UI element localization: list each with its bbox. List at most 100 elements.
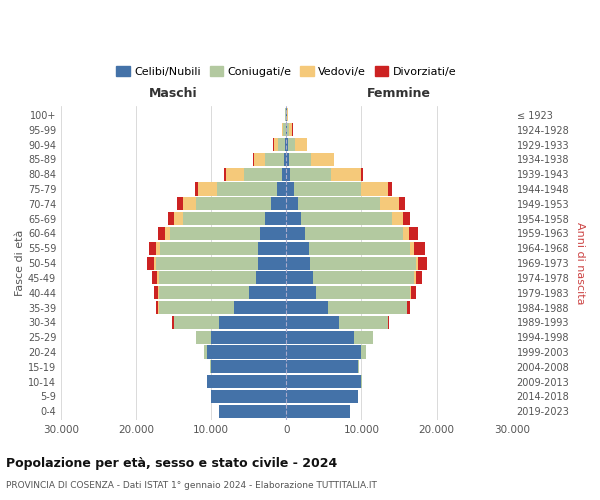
Bar <box>388 316 389 329</box>
Bar <box>286 330 354 344</box>
Bar <box>409 227 418 240</box>
Bar <box>219 316 286 329</box>
Text: PROVINCIA DI COSENZA - Dati ISTAT 1° gennaio 2024 - Elaborazione TUTTITALIA.IT: PROVINCIA DI COSENZA - Dati ISTAT 1° gen… <box>6 481 377 490</box>
Bar <box>311 153 334 166</box>
Bar <box>158 301 234 314</box>
Bar <box>204 346 208 358</box>
Bar <box>392 212 403 225</box>
Bar <box>289 123 292 136</box>
Bar <box>331 168 361 180</box>
Bar <box>265 212 286 225</box>
Text: Popolazione per età, sesso e stato civile - 2024: Popolazione per età, sesso e stato civil… <box>6 458 337 470</box>
Bar <box>234 301 286 314</box>
Bar <box>284 153 286 166</box>
Bar <box>285 108 286 122</box>
Bar <box>217 182 277 196</box>
Bar <box>158 272 256 284</box>
Bar <box>290 168 331 180</box>
Bar <box>199 182 217 196</box>
Bar <box>288 138 295 151</box>
Bar <box>244 168 282 180</box>
Y-axis label: Fasce di età: Fasce di età <box>15 230 25 296</box>
Bar <box>157 256 258 270</box>
Bar <box>256 272 286 284</box>
Bar <box>289 153 311 166</box>
Bar <box>301 212 392 225</box>
Bar <box>277 182 286 196</box>
Bar <box>287 108 288 122</box>
Legend: Celibi/Nubili, Coniugati/e, Vedovi/e, Divorziati/e: Celibi/Nubili, Coniugati/e, Vedovi/e, Di… <box>112 62 461 81</box>
Bar <box>286 212 301 225</box>
Bar <box>283 123 286 136</box>
Bar <box>157 242 160 255</box>
Bar <box>286 404 350 418</box>
Bar <box>249 286 286 299</box>
Bar <box>298 198 380 210</box>
Bar <box>154 286 158 299</box>
Bar <box>253 153 254 166</box>
Bar <box>410 242 414 255</box>
Bar <box>286 301 328 314</box>
Bar <box>164 227 170 240</box>
Bar <box>226 168 244 180</box>
Bar <box>416 256 418 270</box>
Bar <box>403 227 409 240</box>
Y-axis label: Anni di nascita: Anni di nascita <box>575 222 585 304</box>
Bar <box>286 360 358 374</box>
Bar <box>208 346 286 358</box>
Bar <box>224 168 226 180</box>
Bar <box>328 301 407 314</box>
Bar <box>173 316 219 329</box>
Bar <box>286 168 290 180</box>
Text: Maschi: Maschi <box>149 87 198 100</box>
Bar <box>403 212 410 225</box>
Bar <box>388 182 392 196</box>
Bar <box>414 272 416 284</box>
Bar <box>358 360 359 374</box>
Bar <box>313 272 414 284</box>
Bar <box>260 227 286 240</box>
Bar <box>152 272 157 284</box>
Bar <box>274 138 278 151</box>
Bar <box>219 404 286 418</box>
Bar <box>286 256 310 270</box>
Bar <box>286 198 298 210</box>
Bar <box>286 346 361 358</box>
Bar <box>149 242 157 255</box>
Bar <box>196 330 211 344</box>
Bar <box>196 198 271 210</box>
Bar <box>195 182 199 196</box>
Bar <box>170 227 260 240</box>
Bar <box>173 212 183 225</box>
Bar <box>294 182 361 196</box>
Bar <box>211 390 286 403</box>
Bar <box>211 330 286 344</box>
Bar <box>414 242 425 255</box>
Bar <box>287 123 289 136</box>
Bar <box>407 301 410 314</box>
Bar <box>167 212 173 225</box>
Bar <box>258 242 286 255</box>
Bar <box>286 138 288 151</box>
Bar <box>411 286 416 299</box>
Bar <box>158 227 164 240</box>
Bar <box>183 212 265 225</box>
Bar <box>183 198 196 210</box>
Bar <box>286 123 287 136</box>
Bar <box>148 256 154 270</box>
Bar <box>154 256 157 270</box>
Bar <box>160 242 258 255</box>
Bar <box>399 198 405 210</box>
Bar <box>156 301 158 314</box>
Bar <box>361 168 363 180</box>
Bar <box>286 286 316 299</box>
Bar <box>380 198 399 210</box>
Bar <box>286 316 339 329</box>
Bar <box>282 168 286 180</box>
Bar <box>286 375 361 388</box>
Bar <box>305 227 403 240</box>
Bar <box>286 153 289 166</box>
Bar <box>178 198 183 210</box>
Bar <box>286 182 294 196</box>
Bar <box>361 346 366 358</box>
